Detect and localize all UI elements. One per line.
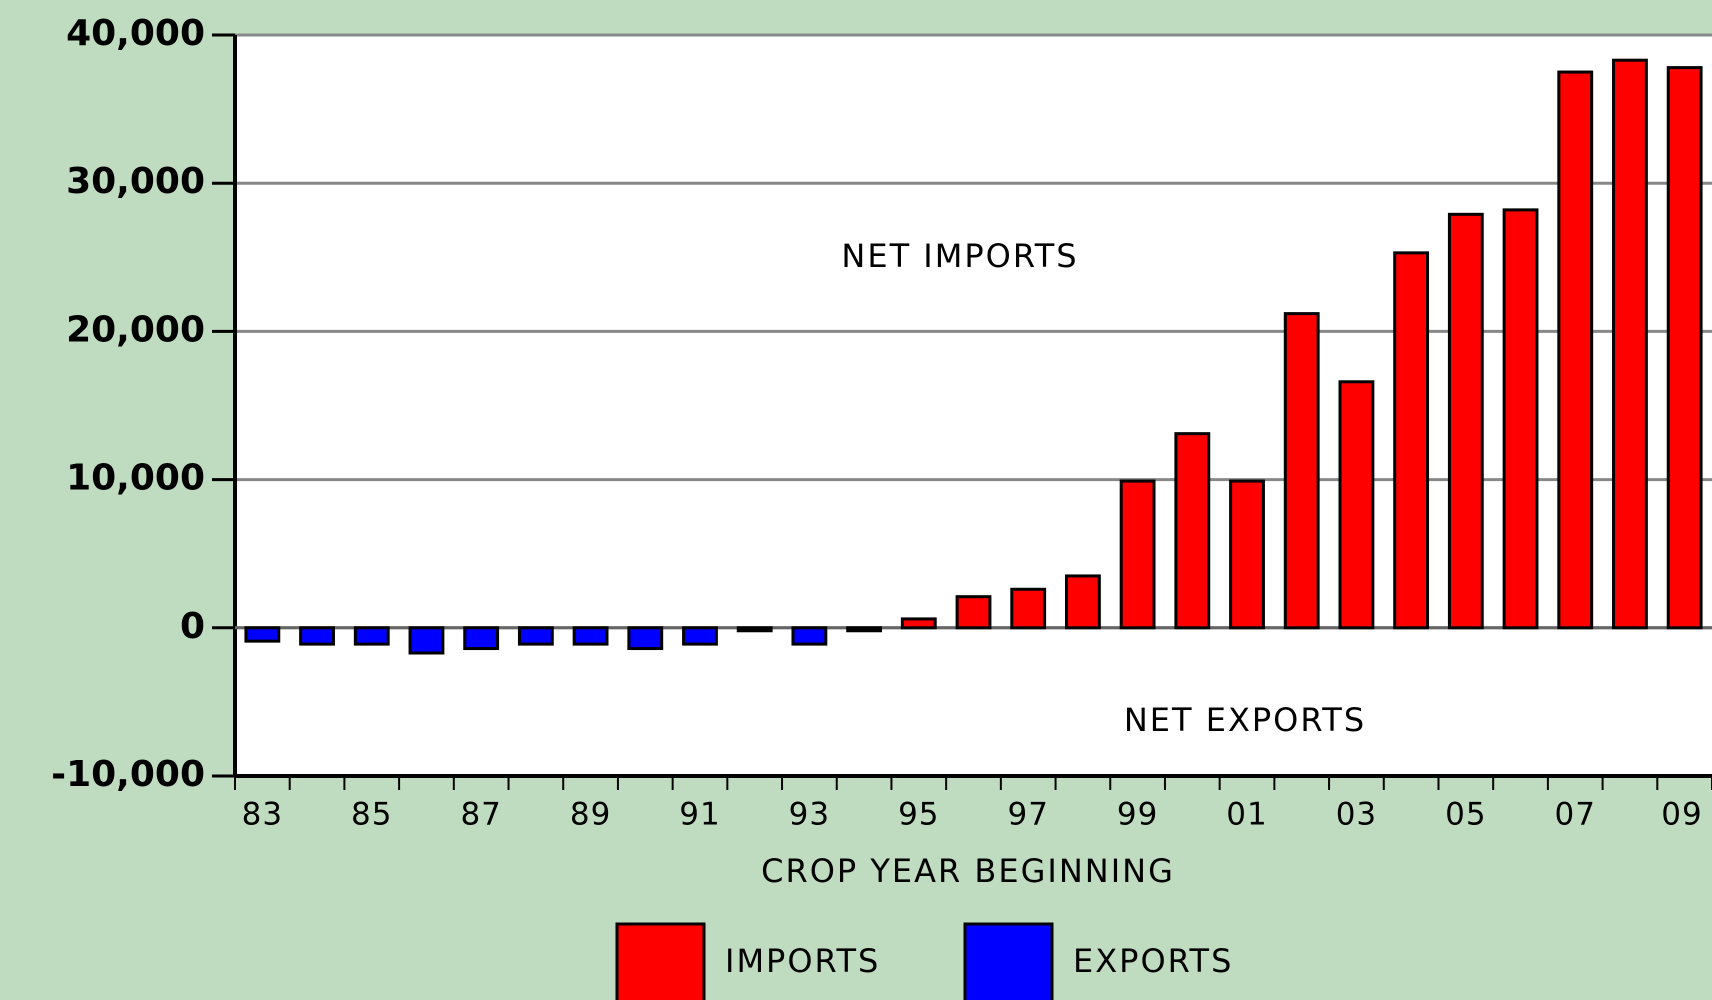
bar bbox=[682, 626, 718, 646]
bar bbox=[846, 626, 883, 633]
x-tick-label: 05 bbox=[1445, 797, 1486, 833]
bar bbox=[1447, 212, 1484, 630]
x-tick-label: 85 bbox=[351, 797, 392, 833]
y-tick-label: 0 bbox=[180, 606, 205, 647]
x-tick-label: 95 bbox=[898, 797, 939, 833]
bar bbox=[1612, 58, 1648, 630]
bar bbox=[572, 626, 609, 646]
bar bbox=[1666, 66, 1703, 630]
y-tick-label: 30,000 bbox=[66, 161, 205, 202]
legend-label: IMPORTS bbox=[725, 942, 880, 980]
x-tick-label: 09 bbox=[1661, 797, 1702, 833]
x-tick-label: 93 bbox=[789, 797, 830, 833]
y-tick-label: 10,000 bbox=[66, 458, 205, 499]
bar bbox=[1229, 479, 1265, 630]
x-tick-label: 01 bbox=[1226, 797, 1267, 833]
bar bbox=[627, 626, 664, 651]
bar bbox=[244, 626, 281, 643]
bar bbox=[955, 595, 992, 630]
x-tick-label: 83 bbox=[242, 797, 283, 833]
x-tick-label: 07 bbox=[1555, 797, 1596, 833]
bar bbox=[1502, 208, 1539, 630]
bar bbox=[463, 626, 500, 651]
x-tick-label: 89 bbox=[570, 797, 611, 833]
legend-swatch bbox=[963, 922, 1054, 1000]
annotation: NET EXPORTS bbox=[1124, 701, 1366, 739]
x-tick-label: 87 bbox=[460, 797, 501, 833]
bar bbox=[299, 626, 335, 646]
x-tick-label: 99 bbox=[1117, 797, 1158, 833]
y-tick-label: 20,000 bbox=[66, 309, 205, 350]
bar bbox=[353, 626, 390, 646]
bar bbox=[736, 626, 773, 633]
annotation: NET IMPORTS bbox=[841, 237, 1078, 275]
x-tick-label: 03 bbox=[1336, 797, 1377, 833]
bar bbox=[900, 617, 937, 630]
x-axis-label: CROP YEAR BEGINNING bbox=[761, 852, 1175, 890]
y-tick-label: -10,000 bbox=[51, 754, 205, 795]
bar bbox=[1064, 574, 1101, 630]
bar bbox=[408, 626, 445, 655]
bar bbox=[1010, 587, 1047, 630]
y-tick-label: 40,000 bbox=[66, 13, 205, 54]
legend-swatch bbox=[615, 922, 706, 1000]
bar bbox=[1338, 380, 1375, 630]
bar bbox=[791, 626, 828, 646]
bar bbox=[1393, 251, 1430, 630]
bar bbox=[1174, 432, 1211, 630]
bar bbox=[1119, 479, 1156, 630]
legend-label: EXPORTS bbox=[1073, 942, 1233, 980]
plot-area bbox=[235, 35, 1712, 776]
bar bbox=[1557, 70, 1594, 630]
x-tick-label: 97 bbox=[1007, 797, 1048, 833]
bar bbox=[1283, 312, 1320, 630]
bar bbox=[517, 626, 554, 646]
x-tick-label: 91 bbox=[679, 797, 720, 833]
